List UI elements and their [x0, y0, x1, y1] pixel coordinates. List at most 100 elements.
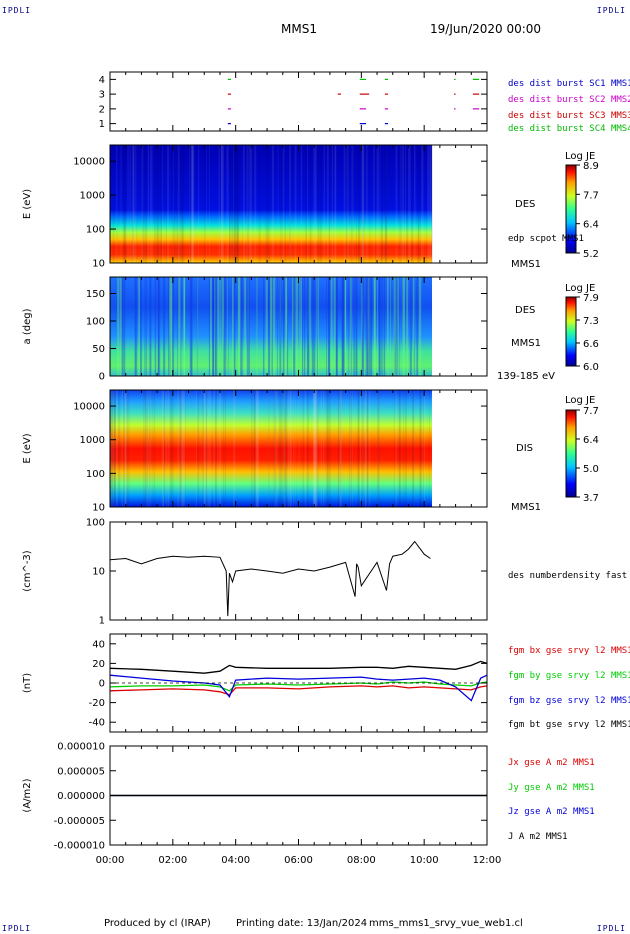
heatmap-streak	[423, 390, 426, 507]
heatmap-streak	[151, 145, 153, 263]
heatmap-streak	[198, 145, 200, 263]
heatmap-streak	[150, 145, 153, 263]
heatmap-streak	[320, 390, 322, 507]
heatmap-streak	[304, 277, 306, 376]
heatmap-streak	[355, 277, 357, 376]
heatmap-streak	[124, 390, 126, 507]
heatmap-streak	[270, 277, 272, 376]
heatmap-streak	[313, 390, 316, 507]
heatmap-streak	[366, 145, 368, 263]
heatmap-streak	[341, 277, 344, 376]
heatmap-streak	[404, 390, 407, 507]
heatmap-streak	[337, 390, 339, 507]
heatmap-streak	[228, 145, 229, 263]
heatmap-streak	[265, 277, 268, 376]
y-tick-label-2: 0	[99, 372, 105, 383]
y-tick-label-2: 50	[92, 344, 105, 355]
heatmap-streak	[366, 390, 369, 507]
heatmap-streak	[350, 277, 352, 376]
heatmap-streak	[357, 390, 360, 507]
heatmap-streak	[339, 390, 342, 507]
y-tick-label-2: 100	[86, 317, 105, 328]
y-tick-label-3: 10000	[73, 402, 105, 413]
heatmap-streak	[208, 277, 211, 376]
heatmap-streak	[192, 145, 195, 263]
heatmap-streak	[207, 390, 209, 507]
heatmap-streak	[365, 277, 369, 376]
heatmap-streak	[366, 390, 369, 507]
heatmap-streak	[129, 145, 131, 263]
y-tick-label-1: 10	[92, 259, 105, 270]
heatmap-streak	[313, 277, 316, 376]
heatmap-streak	[323, 390, 325, 507]
heatmap-streak	[398, 390, 401, 507]
heatmap-streak	[221, 145, 225, 263]
heatmap-streak	[173, 145, 175, 263]
heatmap-streak	[286, 277, 289, 376]
y-tick-label-1: 10000	[73, 157, 105, 168]
heatmap-streak	[122, 145, 125, 263]
heatmap-streak	[402, 145, 404, 263]
heatmap-streak	[152, 390, 154, 507]
heatmap-streak	[404, 145, 407, 263]
heatmap-streak	[343, 277, 345, 376]
heatmap-streak	[145, 277, 147, 376]
heatmap-streak	[192, 145, 194, 263]
heatmap-streak	[113, 390, 117, 507]
panel-frame-0	[109, 71, 488, 132]
heatmap-streak	[117, 277, 120, 376]
heatmap-streak	[377, 277, 378, 376]
heatmap-streak	[166, 145, 168, 263]
heatmap-streak	[280, 390, 283, 507]
heatmap-streak	[396, 277, 400, 376]
x-tick-label: 10:00	[410, 855, 439, 866]
heatmap-streak	[144, 277, 146, 376]
heatmap-streak	[394, 277, 397, 376]
heatmap-streak	[412, 277, 415, 376]
heatmap-streak	[274, 390, 277, 507]
heatmap-streak	[393, 390, 395, 507]
heatmap-streak	[222, 277, 226, 376]
heatmap-streak	[141, 145, 144, 263]
heatmap-streak	[263, 277, 265, 376]
heatmap-streak	[132, 145, 135, 263]
x-tick-label: 04:00	[221, 855, 250, 866]
heatmap-streak	[339, 390, 343, 507]
heatmap-streak	[365, 390, 367, 507]
heatmap-streak	[289, 390, 292, 507]
heatmap-streak	[326, 277, 328, 376]
heatmap-streak	[328, 277, 330, 376]
y-tick-label-6: -0.000005	[54, 816, 105, 827]
heatmap-streak	[379, 277, 381, 376]
heatmap-streak	[176, 145, 179, 263]
heatmap-streak	[335, 145, 337, 263]
heatmap-streak	[220, 145, 223, 263]
bfield-legend-bt: fgm bt gse srvy l2 MMS1	[508, 720, 630, 730]
heatmap-streak	[301, 277, 304, 376]
heatmap-streak	[149, 277, 151, 376]
y-tick-label-0: 1	[99, 119, 105, 130]
heatmap-streak	[279, 277, 282, 376]
heatmap-streak	[277, 145, 279, 263]
heatmap-streak	[182, 145, 185, 263]
colorbar-tick-label: 7.7	[583, 406, 599, 417]
heatmap-streak	[351, 390, 353, 507]
heatmap-streak	[316, 277, 319, 376]
heatmap-streak	[190, 145, 193, 263]
heatmap-streak	[145, 390, 149, 507]
heatmap-streak	[242, 145, 245, 263]
heatmap-streak	[419, 145, 421, 263]
heatmap-streak	[399, 145, 402, 263]
heatmap-streak	[120, 145, 122, 263]
y-tick-label-4: 10	[92, 567, 105, 578]
heatmap-streak	[166, 145, 170, 263]
heatmap-streak	[177, 277, 179, 376]
heatmap-streak	[361, 390, 364, 507]
heatmap-streak	[381, 277, 383, 376]
heatmap-streak	[410, 145, 411, 263]
heatmap-streak	[299, 277, 301, 376]
heatmap-streak	[416, 277, 419, 376]
heatmap-streak	[270, 277, 273, 376]
heatmap-streak	[430, 145, 433, 263]
